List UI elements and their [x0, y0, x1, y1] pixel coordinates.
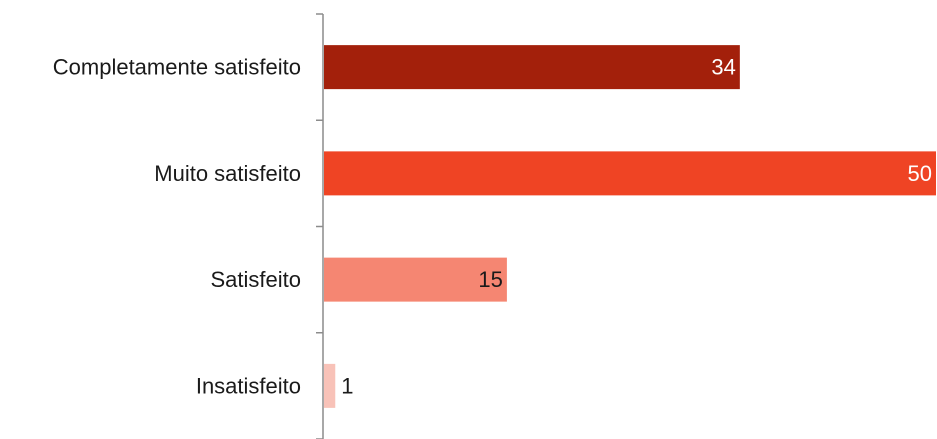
data-label: 34	[711, 55, 735, 80]
bars	[324, 45, 936, 408]
category-label: Completamente satisfeito	[53, 55, 301, 80]
data-label: 1	[341, 373, 353, 398]
bar	[324, 151, 936, 196]
bar	[324, 45, 740, 90]
data-label: 15	[478, 267, 502, 292]
category-labels: Completamente satisfeito Muito satisfeito…	[53, 55, 301, 399]
data-labels: 34 50 15 1	[341, 55, 932, 399]
category-label: Insatisfeito	[196, 373, 301, 398]
data-label: 50	[908, 161, 932, 186]
category-axis	[316, 13, 324, 439]
bar	[324, 363, 336, 408]
category-label: Satisfeito	[211, 267, 302, 292]
bar	[324, 257, 507, 302]
category-label: Muito satisfeito	[154, 161, 301, 186]
